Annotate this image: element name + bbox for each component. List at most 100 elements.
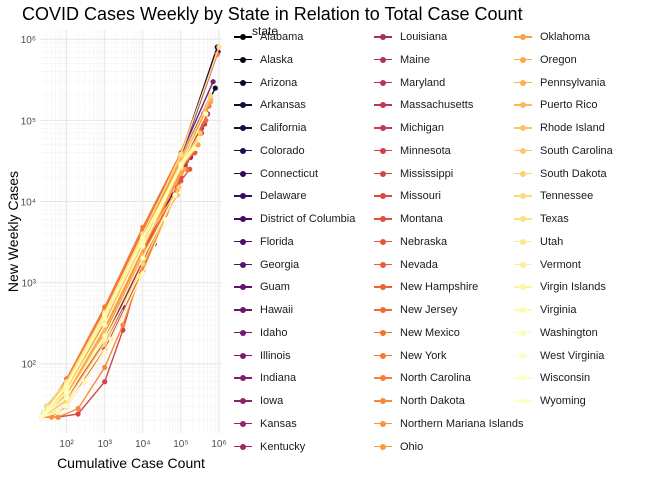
legend-entry: New Jersey xyxy=(372,299,457,321)
legend-key xyxy=(512,208,534,230)
legend-label: Massachusetts xyxy=(400,99,474,112)
legend-label: Guam xyxy=(260,281,290,294)
legend-key xyxy=(232,163,254,185)
series-line-46 xyxy=(46,46,220,407)
legend-label: South Dakota xyxy=(540,167,607,180)
legend-key xyxy=(512,72,534,94)
legend-label: Nebraska xyxy=(400,235,448,248)
legend-entry: New York xyxy=(372,345,446,367)
x-tick-label: 10² xyxy=(59,439,74,450)
legend-entry: Ohio xyxy=(372,436,423,458)
legend-key xyxy=(372,345,394,367)
data-point xyxy=(203,117,209,123)
chart-title: COVID Cases Weekly by State in Relation … xyxy=(22,4,523,24)
legend-entry: North Carolina xyxy=(372,367,471,389)
data-point xyxy=(163,216,169,223)
legend-entry: Mississippi xyxy=(372,163,453,185)
legend-label: Nevada xyxy=(400,258,438,271)
legend-entry: Missouri xyxy=(372,185,441,207)
data-point xyxy=(64,395,70,401)
data-point xyxy=(178,162,184,168)
y-tick-label: 10⁴ xyxy=(21,197,36,208)
legend-key xyxy=(232,208,254,230)
legend-label: Alabama xyxy=(260,31,304,43)
legend-label: Missouri xyxy=(400,190,441,203)
legend-entry: Idaho xyxy=(232,322,288,344)
legend-label: Vermont xyxy=(540,258,581,271)
data-point xyxy=(64,403,70,409)
data-point xyxy=(178,171,184,177)
x-tick-label: 10⁴ xyxy=(135,439,150,450)
legend-key xyxy=(512,94,534,116)
legend-key xyxy=(512,26,534,48)
data-point xyxy=(140,224,146,230)
data-point xyxy=(55,410,61,416)
legend-key xyxy=(232,140,254,162)
legend-key xyxy=(512,185,534,207)
legend-label: New York xyxy=(400,349,447,362)
legend-label: North Dakota xyxy=(400,395,465,407)
legend-label: Idaho xyxy=(260,326,288,339)
data-point xyxy=(216,44,222,50)
legend-entry: West Virginia xyxy=(512,345,604,367)
data-point xyxy=(39,414,45,420)
legend-key xyxy=(372,390,394,412)
legend-entry: Hawaii xyxy=(232,299,293,321)
legend-entry: Nevada xyxy=(372,254,438,276)
y-axis-title: New Weekly Cases xyxy=(5,171,21,292)
legend-key xyxy=(232,26,254,48)
y-tick-label: 10⁵ xyxy=(21,116,36,127)
legend-entry: Montana xyxy=(372,208,443,230)
legend-label: West Virginia xyxy=(540,349,605,362)
legend-label: Maine xyxy=(400,53,430,66)
legend-key xyxy=(512,49,534,71)
legend-key xyxy=(512,345,534,367)
legend-key xyxy=(232,49,254,71)
legend-label: Mississippi xyxy=(400,167,454,180)
legend-key xyxy=(232,117,254,139)
legend-entry: California xyxy=(232,117,306,139)
legend-key xyxy=(512,231,534,253)
legend-entry: Nebraska xyxy=(372,231,447,253)
legend-entry: Colorado xyxy=(232,140,305,162)
legend-entry: Pennsylvania xyxy=(512,72,605,94)
legend-entry: Maine xyxy=(372,49,430,71)
legend-entry: Alaska xyxy=(232,49,293,71)
legend-label: Florida xyxy=(260,235,294,248)
legend-entry: Michigan xyxy=(372,117,444,139)
legend-label: Tennessee xyxy=(540,190,594,203)
legend-key xyxy=(512,390,534,412)
legend-key xyxy=(512,276,534,298)
data-point xyxy=(212,85,218,91)
data-point xyxy=(102,312,108,318)
legend-key xyxy=(232,299,254,321)
legend-label: Illinois xyxy=(260,349,291,362)
legend-key xyxy=(232,276,254,298)
legend-key xyxy=(372,26,394,48)
legend-key xyxy=(512,254,534,276)
data-point xyxy=(64,389,70,395)
legend-label: Indiana xyxy=(260,372,297,385)
legend-label: Arizona xyxy=(260,76,298,89)
legend-key xyxy=(232,413,254,435)
legend-key xyxy=(232,390,254,412)
legend-entry: Wisconsin xyxy=(512,367,590,389)
legend-label: Wyoming xyxy=(540,395,586,407)
legend-label: Virginia xyxy=(540,304,577,316)
data-point xyxy=(102,364,108,370)
legend-key xyxy=(232,231,254,253)
legend-label: Maryland xyxy=(400,76,446,89)
legend-key xyxy=(232,322,254,344)
legend-key xyxy=(512,117,534,139)
data-point xyxy=(210,79,216,85)
legend-label: Minnesota xyxy=(400,144,451,157)
legend-entry: South Dakota xyxy=(512,163,607,185)
legend-label: Colorado xyxy=(260,144,305,157)
legend-label: Louisiana xyxy=(400,31,448,43)
legend-entry: Delaware xyxy=(232,185,306,207)
legend-entry: Connecticut xyxy=(232,163,318,185)
legend-label: District of Columbia xyxy=(260,213,356,225)
legend-entry: Iowa xyxy=(232,390,283,412)
legend-key xyxy=(512,140,534,162)
legend-entry: Oregon xyxy=(512,49,577,71)
